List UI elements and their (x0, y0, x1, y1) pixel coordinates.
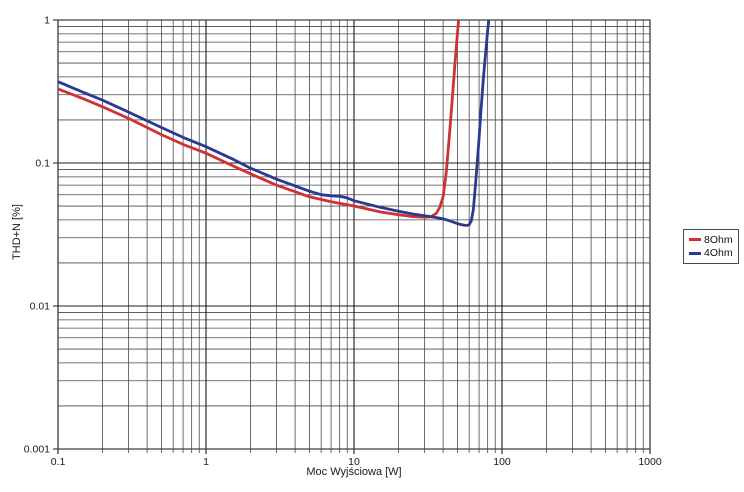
tick-labels: 0.1 1 10 100 1000 1 0.1 0.01 0.001 (24, 15, 662, 469)
legend-label-4ohm: 4Ohm (704, 247, 733, 259)
legend-item-4ohm: 4Ohm (689, 248, 738, 259)
series-line-8ohm (58, 20, 461, 219)
y-tick-label: 0.1 (35, 158, 50, 170)
legend-swatch-8ohm (689, 238, 701, 242)
x-tick-label: 100 (493, 456, 511, 468)
x-tick-label: 1 (203, 456, 209, 468)
plot-frame (57, 19, 651, 450)
y-tick-label: 0.001 (24, 444, 50, 456)
grid-major (53, 19, 651, 454)
y-tick-label: 0.01 (30, 301, 51, 313)
x-tick-label: 10 (348, 456, 360, 468)
series-line-4ohm (58, 20, 491, 227)
legend-label-8ohm: 8Ohm (704, 233, 733, 246)
x-tick-label: 0.1 (51, 456, 66, 468)
legend-swatch-4ohm (689, 251, 701, 255)
y-tick-label: 1 (44, 15, 50, 27)
x-axis-title: Moc Wyjściowa [W] (306, 466, 402, 478)
x-tick-label: 1000 (638, 456, 662, 468)
legend: 8Ohm 4Ohm (683, 229, 739, 264)
legend-item-8ohm: 8Ohm (689, 233, 738, 246)
y-axis-title: THD+N [%] (11, 204, 23, 260)
